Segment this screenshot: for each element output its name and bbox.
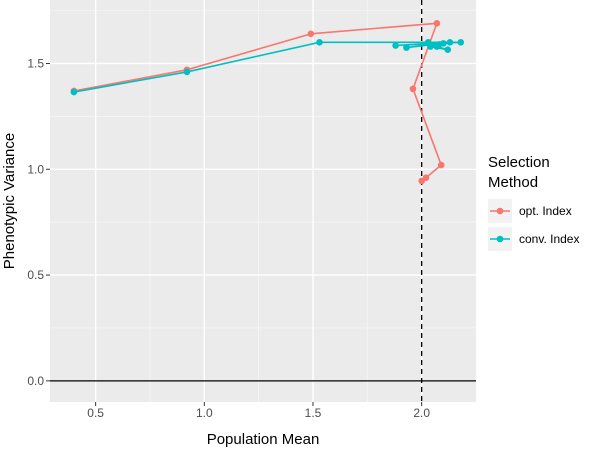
data-point (433, 19, 441, 27)
legend: Selection Method opt. Index conv. Index (488, 154, 579, 251)
x-tick-label: 2.0 (413, 406, 430, 420)
data-point (70, 88, 78, 96)
legend-key-point (496, 207, 504, 215)
legend-label: opt. Index (519, 204, 572, 218)
y-tick-label: 1.5 (27, 56, 44, 70)
legend-title-line-2: Method (488, 174, 538, 191)
y-tick-label: 0.0 (27, 374, 44, 388)
series-conv-index (70, 39, 465, 96)
series-layer (70, 19, 465, 185)
data-point (392, 42, 399, 49)
data-point (316, 39, 323, 46)
x-tick-label: 1.5 (305, 406, 322, 420)
data-point (409, 85, 417, 93)
data-point (183, 68, 191, 76)
legend-title-line-1: Selection (488, 154, 550, 171)
x-tick-label: 0.5 (87, 406, 104, 420)
data-point (435, 41, 443, 48)
data-point (437, 161, 445, 169)
legend-keys: opt. Index conv. Index (488, 199, 579, 251)
series-line (73, 22, 443, 182)
data-point (418, 177, 425, 185)
legend-label: conv. Index (519, 232, 579, 246)
data-point (444, 46, 452, 54)
y-axis-title: Phenotypic Variance (1, 133, 18, 269)
y-tick-label: 0.5 (27, 268, 44, 282)
data-point (446, 39, 454, 46)
plot-panel (50, 0, 476, 402)
x-axis-ticks: 0.5 1.0 1.5 2.0 (87, 402, 430, 420)
x-tick-label: 1.0 (196, 406, 213, 420)
y-axis-ticks: 0.0 0.5 1.0 1.5 (27, 56, 50, 388)
y-tick-label: 1.0 (27, 162, 44, 176)
data-point (403, 44, 410, 51)
data-point (307, 30, 315, 38)
legend-key-point (496, 235, 504, 243)
minor-gridlines (50, 0, 477, 402)
x-axis-title: Population Mean (207, 431, 320, 448)
data-point (427, 43, 434, 50)
data-point (457, 39, 465, 46)
